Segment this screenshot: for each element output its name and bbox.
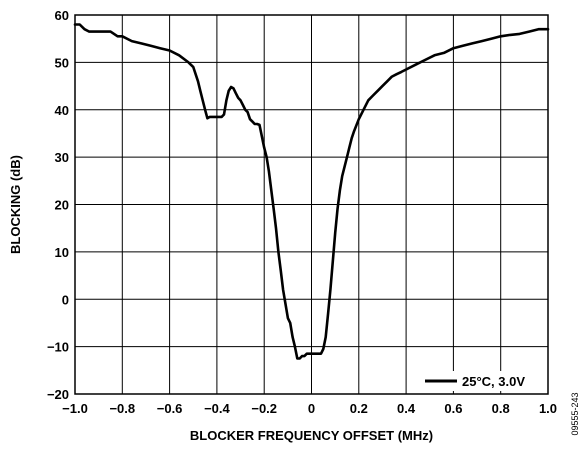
x-tick-label: −0.8 xyxy=(109,401,135,416)
y-tick-label: 50 xyxy=(55,55,69,70)
y-tick-label: −10 xyxy=(47,340,69,355)
x-tick-label: −0.4 xyxy=(204,401,230,416)
series-line xyxy=(73,23,550,360)
y-tick-label: 30 xyxy=(55,150,69,165)
y-tick-label: −20 xyxy=(47,387,69,402)
x-tick-label: 0.8 xyxy=(492,401,510,416)
y-tick-label: 40 xyxy=(55,103,69,118)
x-tick-label: 0.4 xyxy=(397,401,416,416)
y-tick-label: 10 xyxy=(55,245,69,260)
y-axis-label: BLOCKING (dB) xyxy=(8,155,23,254)
legend-box xyxy=(416,371,546,391)
legend: 25°C, 3.0V xyxy=(416,371,546,391)
x-tick-label: 1.0 xyxy=(539,401,557,416)
y-tick-label: 0 xyxy=(62,292,69,307)
figure-id: 09555-243 xyxy=(570,392,580,435)
series-lines xyxy=(73,23,550,360)
x-tick-label: 0.6 xyxy=(444,401,462,416)
x-axis-label: BLOCKER FREQUENCY OFFSET (MHz) xyxy=(190,428,433,443)
x-tick-label: −0.6 xyxy=(157,401,183,416)
legend-label: 25°C, 3.0V xyxy=(462,374,525,389)
x-tick-labels: −1.0 −0.8 −0.6 −0.4 −0.2 0 0.2 0.4 0.6 0.8 1.0 xyxy=(62,401,557,416)
y-tick-labels: −20 −10 0 10 20 30 40 50 60 xyxy=(47,8,69,402)
x-tick-label: −1.0 xyxy=(62,401,88,416)
x-tick-label: 0.2 xyxy=(350,401,368,416)
x-tick-label: 0 xyxy=(308,401,315,416)
y-tick-label: 60 xyxy=(55,8,69,23)
grid-lines xyxy=(74,14,549,395)
x-tick-label: −0.2 xyxy=(251,401,277,416)
plot-border xyxy=(74,14,549,395)
y-tick-label: 20 xyxy=(55,198,69,213)
